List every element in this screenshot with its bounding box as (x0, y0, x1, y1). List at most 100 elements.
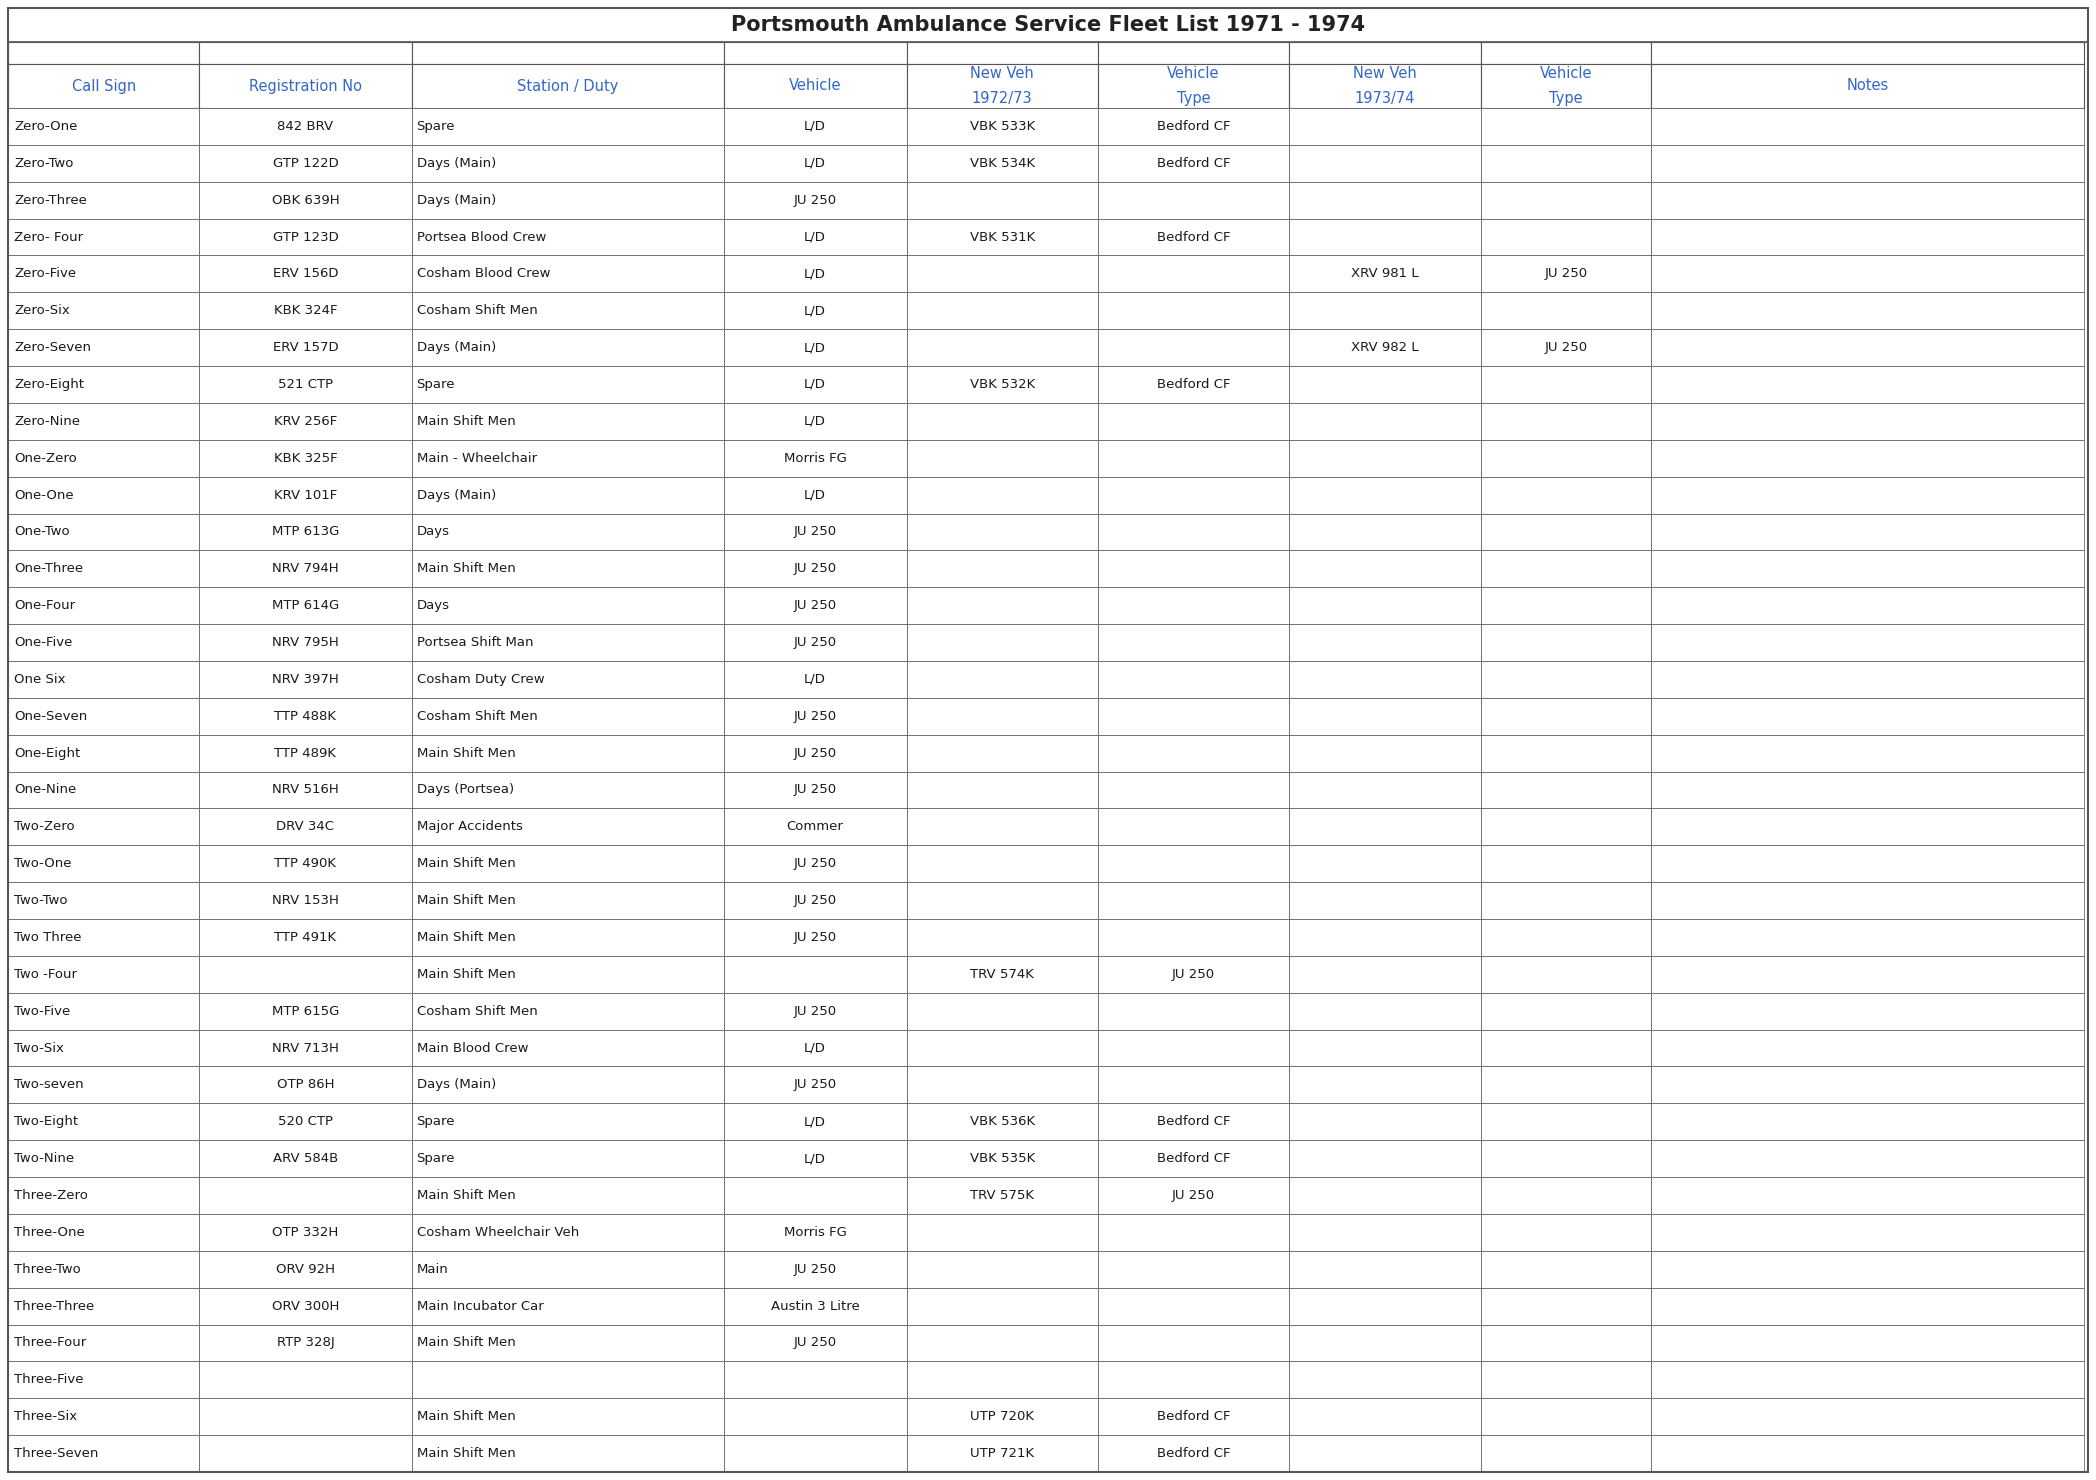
Text: Cosham Shift Men: Cosham Shift Men (417, 710, 537, 722)
Text: L/D: L/D (805, 414, 826, 428)
Text: JU 250: JU 250 (794, 599, 836, 613)
Bar (1098, 919, 1289, 956)
Bar (723, 625, 908, 662)
Bar (1652, 882, 2083, 919)
Bar (1098, 1288, 1289, 1325)
Bar (1289, 551, 1480, 588)
Bar (1098, 956, 1289, 993)
Bar (8, 293, 199, 329)
Text: ORV 92H: ORV 92H (277, 1262, 335, 1276)
Bar (411, 956, 723, 993)
Text: One-Nine: One-Nine (15, 783, 75, 796)
Bar (8, 219, 199, 256)
Text: Main Shift Men: Main Shift Men (417, 1336, 516, 1350)
Text: Bedford CF: Bedford CF (1157, 1410, 1230, 1424)
Bar (723, 1140, 908, 1177)
Bar (199, 1325, 411, 1362)
Bar (908, 1104, 1098, 1140)
Bar (199, 329, 411, 366)
Bar (199, 440, 411, 477)
Bar (1289, 256, 1480, 293)
Bar (199, 734, 411, 771)
Bar (908, 440, 1098, 477)
Text: TRV 574K: TRV 574K (970, 968, 1033, 981)
Bar (908, 366, 1098, 403)
Bar (8, 145, 199, 182)
Text: ERV 156D: ERV 156D (272, 268, 337, 280)
Bar (1289, 771, 1480, 808)
Bar (199, 845, 411, 882)
Text: Spare: Spare (417, 377, 455, 391)
Bar (1289, 440, 1480, 477)
Text: NRV 794H: NRV 794H (272, 562, 340, 576)
Text: Registration No: Registration No (249, 78, 363, 93)
Bar (1480, 845, 1652, 882)
Text: Zero-Eight: Zero-Eight (15, 377, 84, 391)
Text: Commer: Commer (786, 820, 843, 833)
Bar (723, 145, 908, 182)
Bar (1480, 1214, 1652, 1251)
Bar (199, 1288, 411, 1325)
Bar (1289, 662, 1480, 699)
Text: Bedford CF: Bedford CF (1157, 1151, 1230, 1165)
Text: Major Accidents: Major Accidents (417, 820, 522, 833)
Bar (8, 808, 199, 845)
Text: Notes: Notes (1847, 78, 1888, 93)
Bar (908, 845, 1098, 882)
Text: L/D: L/D (805, 120, 826, 133)
Text: MTP 613G: MTP 613G (272, 525, 340, 539)
Bar (1480, 514, 1652, 551)
Bar (1289, 329, 1480, 366)
Text: Vehicle: Vehicle (788, 78, 840, 93)
Bar (1098, 403, 1289, 440)
Bar (908, 1140, 1098, 1177)
Bar (199, 956, 411, 993)
Text: Days (Main): Days (Main) (417, 340, 497, 354)
Bar (723, 293, 908, 329)
Text: Days (Portsea): Days (Portsea) (417, 783, 514, 796)
Bar (1480, 1177, 1652, 1214)
Bar (723, 477, 908, 514)
Text: GTP 122D: GTP 122D (272, 157, 337, 170)
Bar (199, 1177, 411, 1214)
Bar (411, 625, 723, 662)
Bar (199, 1140, 411, 1177)
Bar (199, 993, 411, 1030)
Text: One Six: One Six (15, 673, 65, 685)
Bar (8, 699, 199, 734)
Bar (908, 41, 1098, 64)
Bar (908, 771, 1098, 808)
Bar (723, 734, 908, 771)
Bar (1480, 993, 1652, 1030)
Bar (411, 64, 723, 108)
Text: Main Shift Men: Main Shift Men (417, 746, 516, 759)
Bar (1289, 182, 1480, 219)
Bar (723, 514, 908, 551)
Text: Call Sign: Call Sign (71, 78, 136, 93)
Text: JU 250: JU 250 (794, 1005, 836, 1018)
Text: One-One: One-One (15, 488, 73, 502)
Bar (1652, 734, 2083, 771)
Bar (723, 440, 908, 477)
Bar (199, 219, 411, 256)
Text: KBK 325F: KBK 325F (275, 451, 337, 465)
Bar (1480, 1399, 1652, 1436)
Bar (908, 329, 1098, 366)
Bar (1652, 1214, 2083, 1251)
Bar (1652, 1177, 2083, 1214)
Text: Main Shift Men: Main Shift Men (417, 931, 516, 944)
Bar (723, 551, 908, 588)
Bar (1480, 1362, 1652, 1399)
Text: Days: Days (417, 599, 449, 613)
Bar (1652, 440, 2083, 477)
Bar (8, 1104, 199, 1140)
Bar (1480, 919, 1652, 956)
Bar (1652, 1362, 2083, 1399)
Bar (1098, 734, 1289, 771)
Text: ORV 300H: ORV 300H (272, 1299, 340, 1313)
Bar (1652, 182, 2083, 219)
Bar (1289, 588, 1480, 625)
Bar (1098, 993, 1289, 1030)
Bar (1480, 662, 1652, 699)
Bar (8, 993, 199, 1030)
